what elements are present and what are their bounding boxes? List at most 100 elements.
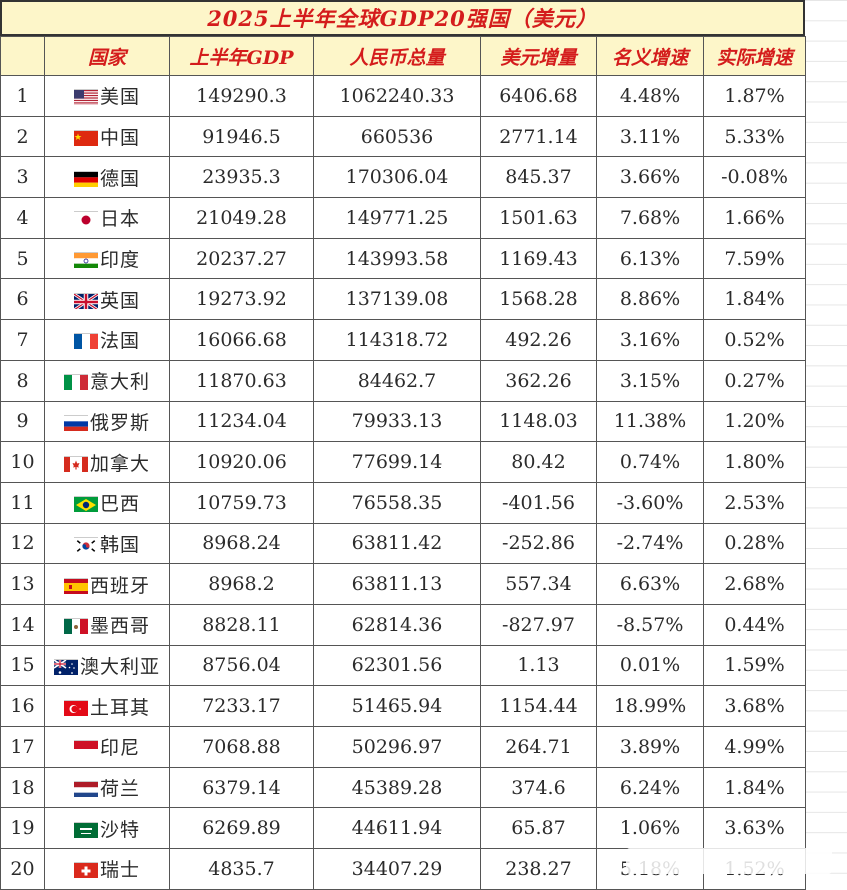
country-name: 中国 bbox=[99, 127, 140, 150]
rmb-total-cell: 63811.13 bbox=[313, 563, 481, 605]
country-cell: 瑞士 bbox=[44, 848, 170, 890]
ch-flag-icon bbox=[73, 862, 98, 879]
usd-increment-cell: 80.42 bbox=[480, 441, 597, 483]
header-rank bbox=[0, 36, 45, 76]
country-cell: 韩国 bbox=[44, 522, 170, 565]
rmb-total-cell: 170306.04 bbox=[313, 156, 481, 199]
rmb-total-cell: 79933.13 bbox=[313, 400, 481, 443]
rmb-total-cell: 45389.28 bbox=[313, 766, 481, 809]
jp-flag-icon bbox=[73, 211, 98, 228]
real-growth-cell: 4.99% bbox=[703, 726, 806, 768]
gdp-cell: 7233.17 bbox=[169, 685, 314, 727]
table-row: 19 沙特 6269.89 44611.94 65.87 1.06% 3.63% bbox=[0, 807, 806, 850]
usd-increment-cell: 1.13 bbox=[480, 644, 597, 687]
es-flag-icon bbox=[63, 578, 88, 594]
rmb-total-cell: 34407.29 bbox=[313, 848, 481, 890]
real-growth-cell: 5.33% bbox=[703, 115, 806, 158]
au-flag-icon bbox=[53, 659, 78, 675]
table-row: 3 德国 23935.3 170306.04 845.37 3.66% -0.0… bbox=[0, 156, 806, 199]
nominal-growth-cell: -2.74% bbox=[596, 522, 704, 565]
rank-cell: 14 bbox=[0, 603, 45, 646]
rmb-total-cell: 660536 bbox=[313, 115, 481, 158]
rank-cell: 16 bbox=[0, 685, 45, 727]
country-name: 沙特 bbox=[99, 818, 140, 841]
real-growth-cell: 1.80% bbox=[703, 441, 806, 483]
real-growth-cell: 3.68% bbox=[703, 685, 806, 727]
gdp-cell: 16066.68 bbox=[169, 319, 314, 361]
gdp-cell: 19273.92 bbox=[169, 278, 314, 321]
country-cell: 意大利 bbox=[44, 359, 170, 402]
real-growth-cell: 2.53% bbox=[703, 481, 806, 524]
country-cell: 沙特 bbox=[44, 807, 170, 850]
country-cell: 中国 bbox=[44, 115, 170, 158]
rmb-total-cell: 1062240.33 bbox=[313, 75, 481, 117]
country-name: 韩国 bbox=[99, 533, 140, 556]
real-growth-cell: 0.28% bbox=[703, 522, 806, 565]
usd-increment-cell: 6406.68 bbox=[480, 75, 597, 117]
br-flag-icon bbox=[73, 496, 98, 513]
real-growth-cell: 1.66% bbox=[703, 197, 806, 239]
nominal-growth-cell: 3.15% bbox=[596, 359, 704, 402]
rmb-total-cell: 149771.25 bbox=[313, 197, 481, 239]
nominal-growth-cell: 1.06% bbox=[596, 807, 704, 850]
rmb-total-cell: 76558.35 bbox=[313, 481, 481, 524]
usd-increment-cell: 845.37 bbox=[480, 156, 597, 199]
id-flag-icon bbox=[73, 740, 98, 757]
rank-cell: 20 bbox=[0, 848, 45, 890]
country-name: 墨西哥 bbox=[89, 615, 150, 638]
gdp-cell: 6379.14 bbox=[169, 766, 314, 809]
real-growth-cell: 0.27% bbox=[703, 359, 806, 402]
country-cell: 印尼 bbox=[44, 726, 170, 768]
usd-increment-cell: 2771.14 bbox=[480, 115, 597, 158]
country-cell: 墨西哥 bbox=[44, 603, 170, 646]
gdp-cell: 149290.3 bbox=[169, 75, 314, 117]
country-cell: 荷兰 bbox=[44, 766, 170, 809]
usd-increment-cell: 1154.44 bbox=[480, 685, 597, 727]
table-row: 16 土耳其 7233.17 51465.94 1154.44 18.99% 3… bbox=[0, 685, 806, 727]
gb-flag-icon bbox=[73, 292, 98, 309]
gdp-cell: 8828.11 bbox=[169, 603, 314, 646]
nominal-growth-cell: 18.99% bbox=[596, 685, 704, 727]
real-growth-cell: 1.87% bbox=[703, 75, 806, 117]
table-row: 7 法国 16066.68 114318.72 492.26 3.16% 0.5… bbox=[0, 319, 806, 361]
country-name: 俄罗斯 bbox=[89, 411, 150, 434]
rank-cell: 3 bbox=[0, 156, 45, 199]
rmb-total-cell: 77699.14 bbox=[313, 441, 481, 483]
gdp-cell: 10759.73 bbox=[169, 481, 314, 524]
nominal-growth-cell: 3.16% bbox=[596, 319, 704, 361]
header-row: 国家 上半年GDP 人民币总量 美元增量 名义增速 实际增速 bbox=[0, 36, 806, 76]
table-row: 18 荷兰 6379.14 45389.28 374.6 6.24% 1.84% bbox=[0, 766, 806, 809]
us-flag-icon bbox=[73, 89, 98, 106]
rank-cell: 7 bbox=[0, 319, 45, 361]
nl-flag-icon bbox=[73, 781, 98, 798]
rank-cell: 12 bbox=[0, 522, 45, 565]
rank-cell: 4 bbox=[0, 197, 45, 239]
rmb-total-cell: 137139.08 bbox=[313, 278, 481, 321]
ca-flag-icon bbox=[63, 456, 88, 472]
gdp-cell: 11870.63 bbox=[169, 359, 314, 402]
gdp-cell: 23935.3 bbox=[169, 156, 314, 199]
nominal-growth-cell: 0.01% bbox=[596, 644, 704, 687]
mx-flag-icon bbox=[63, 618, 88, 635]
real-growth-cell: 0.52% bbox=[703, 319, 806, 361]
country-cell: 土耳其 bbox=[44, 685, 170, 727]
nominal-growth-cell: 0.74% bbox=[596, 441, 704, 483]
title-bar: 2025上半年全球GDP20强国（美元） bbox=[0, 0, 805, 36]
gdp-cell: 4835.7 bbox=[169, 848, 314, 890]
country-name: 法国 bbox=[99, 330, 140, 353]
rmb-total-cell: 44611.94 bbox=[313, 807, 481, 850]
real-growth-cell: 2.68% bbox=[703, 563, 806, 605]
country-cell: 德国 bbox=[44, 156, 170, 199]
real-growth-cell: 1.20% bbox=[703, 400, 806, 443]
country-cell: 西班牙 bbox=[44, 563, 170, 605]
nominal-growth-cell: 4.48% bbox=[596, 75, 704, 117]
usd-increment-cell: -252.86 bbox=[480, 522, 597, 565]
gdp-cell: 21049.28 bbox=[169, 197, 314, 239]
nominal-growth-cell: 3.89% bbox=[596, 726, 704, 768]
de-flag-icon bbox=[73, 171, 98, 187]
rank-cell: 1 bbox=[0, 75, 45, 117]
country-name: 英国 bbox=[99, 289, 140, 312]
table-row: 14 墨西哥 8828.11 62814.36 -827.97 -8.57% 0… bbox=[0, 603, 806, 646]
it-flag-icon bbox=[63, 374, 88, 391]
